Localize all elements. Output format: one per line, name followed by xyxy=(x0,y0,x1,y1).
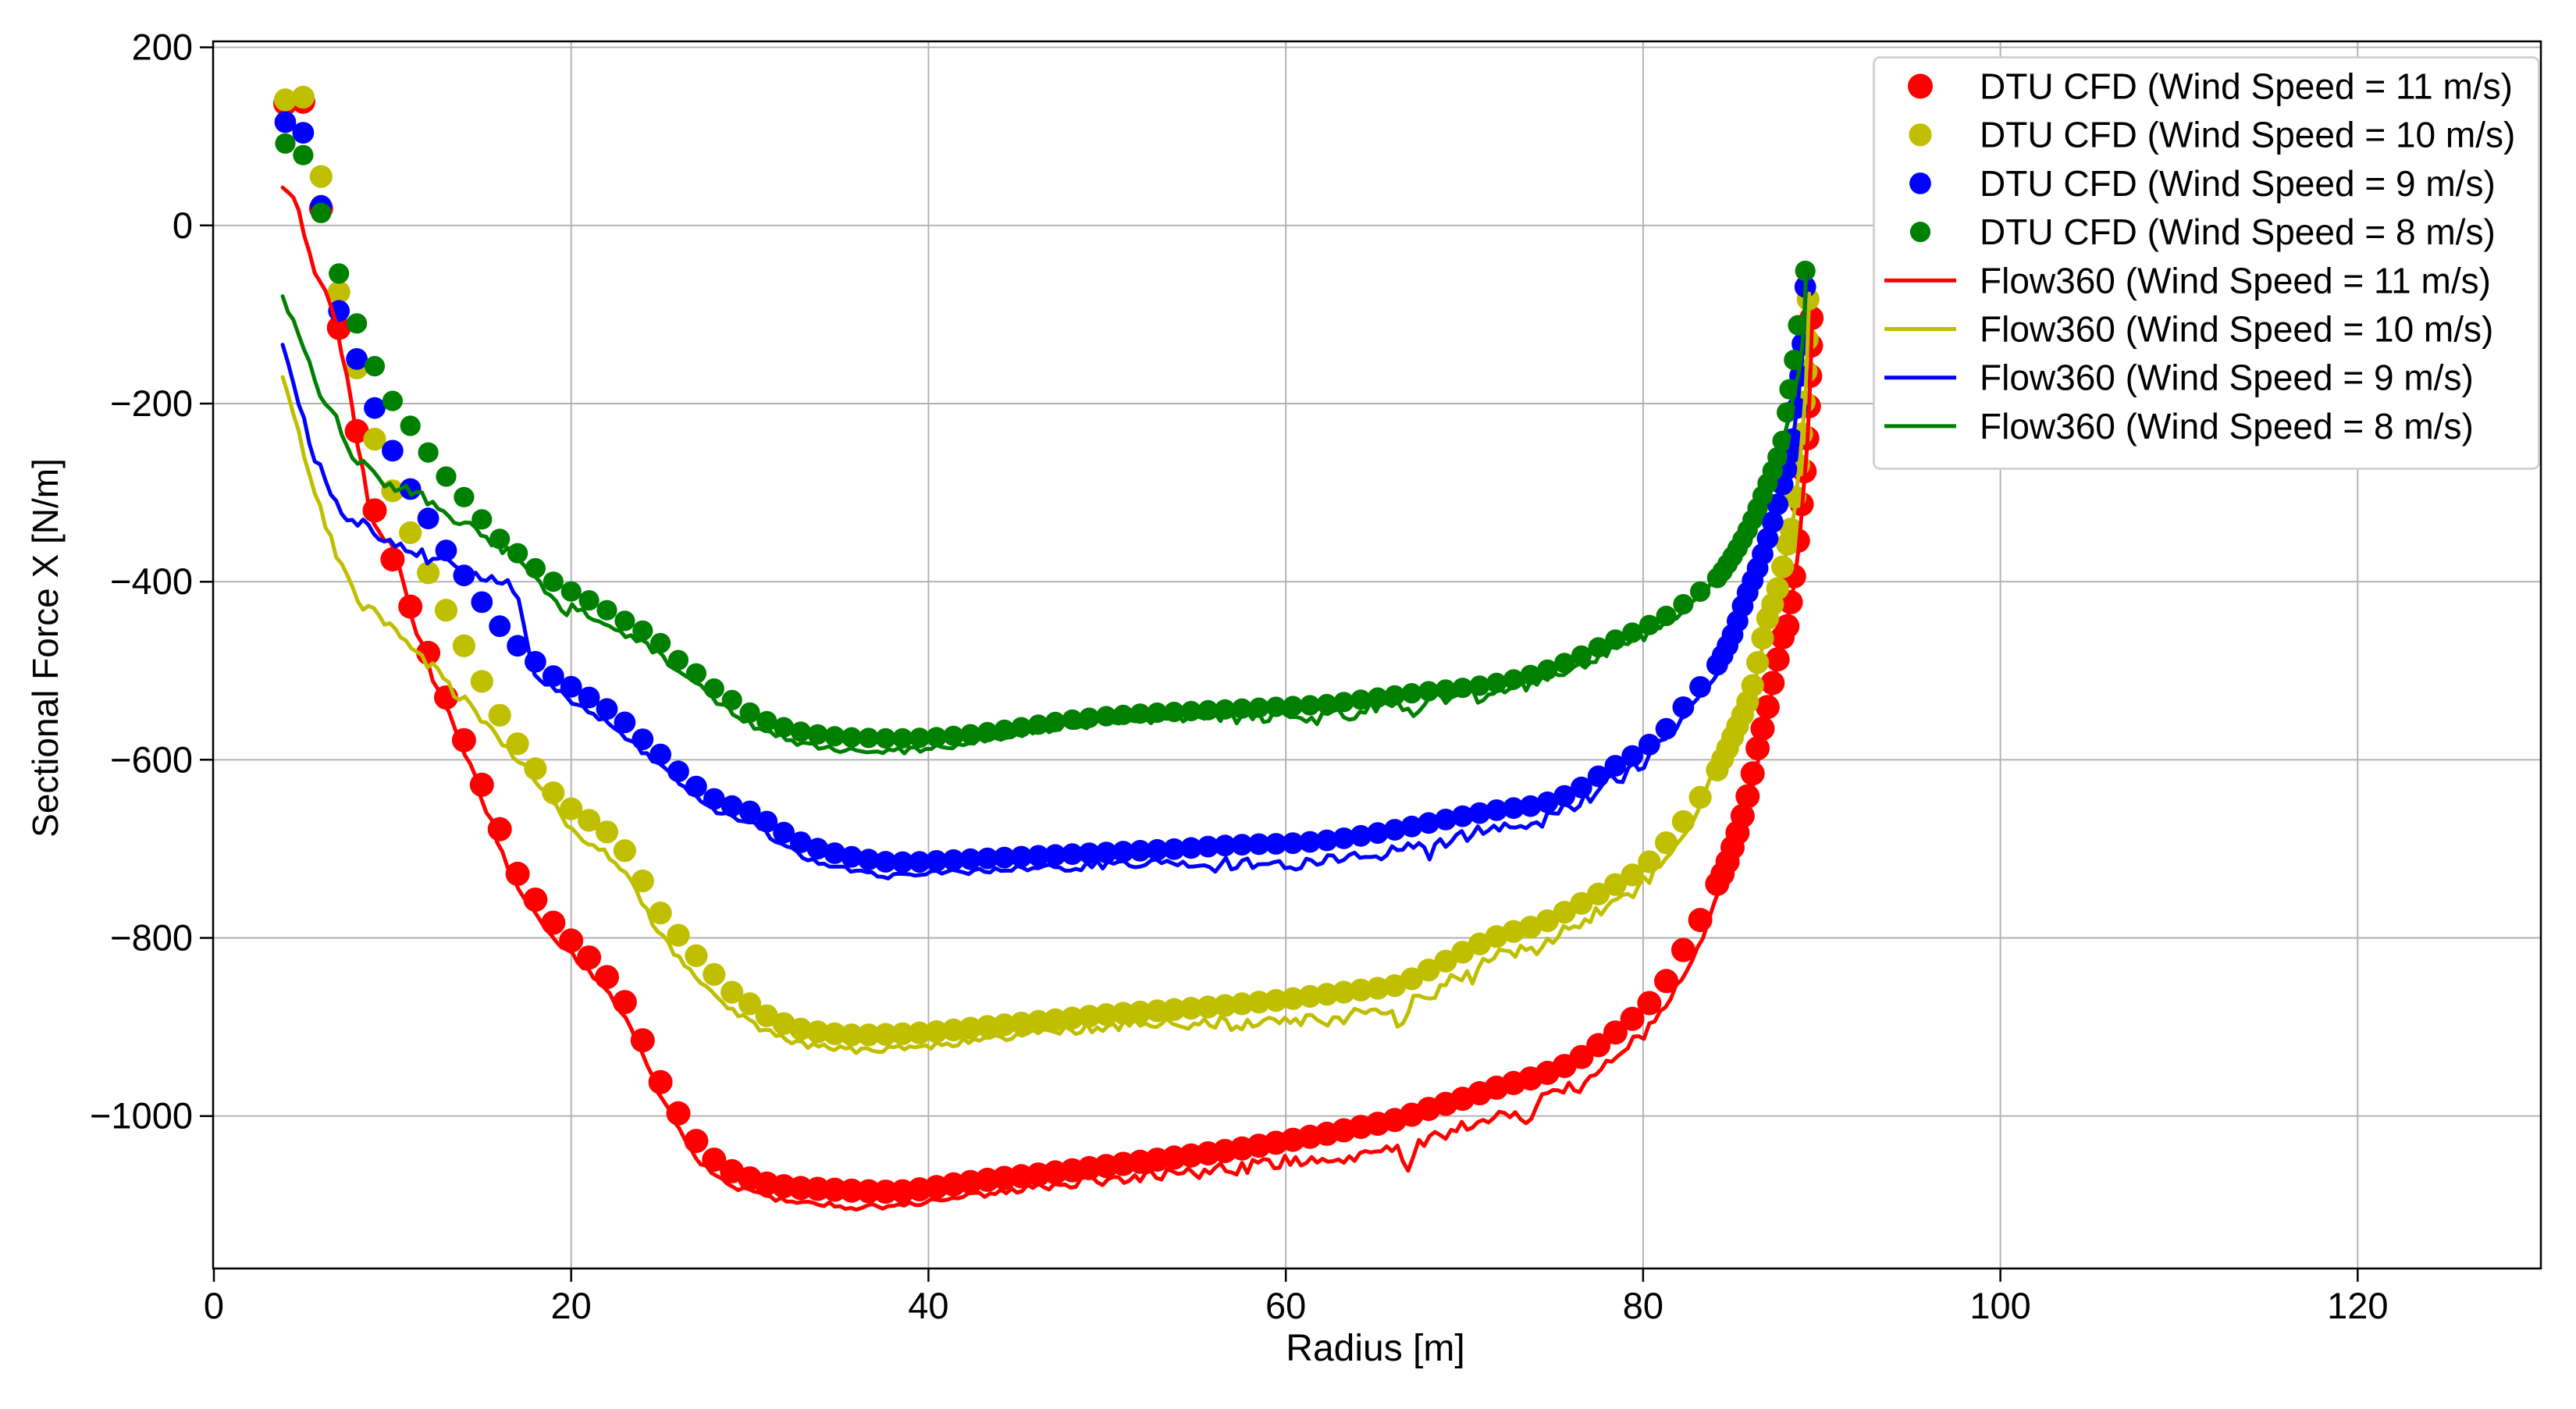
svg-text:−1000: −1000 xyxy=(90,1095,193,1137)
svg-text:100: 100 xyxy=(1969,1285,2030,1326)
svg-text:DTU CFD (Wind Speed = 11 m/s): DTU CFD (Wind Speed = 11 m/s) xyxy=(1980,66,2513,107)
svg-text:80: 80 xyxy=(1623,1285,1663,1326)
svg-text:−600: −600 xyxy=(110,738,193,780)
svg-text:0: 0 xyxy=(204,1285,224,1326)
svg-text:−400: −400 xyxy=(110,560,193,602)
svg-text:0: 0 xyxy=(173,205,193,246)
svg-text:Flow360 (Wind Speed = 10 m/s): Flow360 (Wind Speed = 10 m/s) xyxy=(1980,309,2493,350)
svg-text:DTU CFD (Wind Speed = 8 m/s): DTU CFD (Wind Speed = 8 m/s) xyxy=(1980,212,2496,252)
svg-text:200: 200 xyxy=(132,27,193,68)
svg-text:120: 120 xyxy=(2327,1285,2388,1326)
svg-text:Radius [m]: Radius [m] xyxy=(1286,1328,1464,1369)
svg-text:60: 60 xyxy=(1265,1285,1306,1326)
svg-text:Flow360 (Wind Speed = 11 m/s): Flow360 (Wind Speed = 11 m/s) xyxy=(1980,260,2491,301)
svg-text:Flow360 (Wind Speed = 9 m/s): Flow360 (Wind Speed = 9 m/s) xyxy=(1980,358,2474,398)
svg-text:20: 20 xyxy=(551,1285,592,1326)
svg-text:−200: −200 xyxy=(110,382,193,424)
svg-text:Flow360 (Wind Speed = 8 m/s): Flow360 (Wind Speed = 8 m/s) xyxy=(1980,406,2474,447)
svg-text:Sectional Force X [N/m]: Sectional Force X [N/m] xyxy=(25,458,66,838)
svg-text:DTU CFD (Wind Speed = 10 m/s): DTU CFD (Wind Speed = 10 m/s) xyxy=(1980,115,2515,155)
svg-text:40: 40 xyxy=(908,1285,948,1326)
svg-text:−800: −800 xyxy=(110,917,193,959)
svg-text:DTU CFD (Wind Speed = 9 m/s): DTU CFD (Wind Speed = 9 m/s) xyxy=(1980,163,2496,204)
